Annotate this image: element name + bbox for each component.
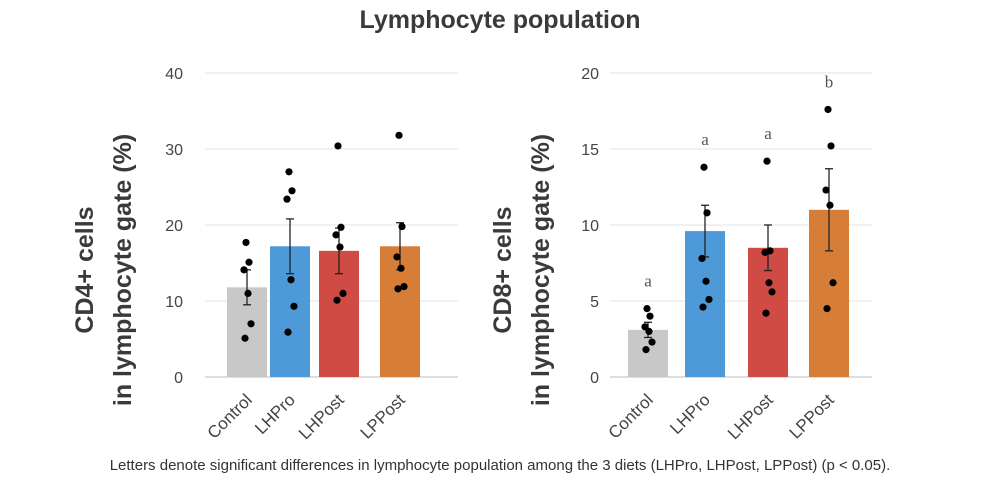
category-label: Control — [204, 390, 256, 442]
data-point — [762, 309, 770, 317]
category-label: LPPost — [357, 390, 409, 442]
y-axis-label: in lymphocyte gate (%) — [527, 134, 555, 406]
category-label: LHPost — [724, 390, 777, 443]
data-point — [339, 289, 347, 297]
significance-label: b — [825, 72, 834, 91]
data-point — [827, 142, 835, 150]
data-point — [284, 328, 292, 336]
data-point — [332, 231, 340, 239]
data-point — [288, 187, 296, 195]
y-tick-label: 40 — [165, 66, 183, 83]
category-label: LHPost — [295, 390, 348, 443]
significance-label: a — [764, 124, 772, 143]
data-point — [823, 305, 831, 313]
y-tick-label: 30 — [165, 142, 183, 159]
figure-title: Lymphocyte population — [359, 6, 641, 34]
y-tick-label: 10 — [581, 218, 599, 235]
category-label: LHPro — [251, 390, 299, 438]
data-point — [699, 303, 707, 311]
y-axis-label: CD4+ cells — [71, 206, 99, 333]
category-label: Control — [605, 390, 657, 442]
data-point — [826, 201, 834, 209]
category-label: LHPro — [666, 390, 714, 438]
y-tick-label: 0 — [590, 370, 599, 387]
data-point — [337, 223, 345, 231]
data-point — [765, 279, 773, 287]
figure-caption: Letters denote significant differences i… — [109, 457, 891, 474]
data-point — [400, 282, 408, 291]
data-point — [283, 195, 291, 203]
data-point — [245, 258, 253, 266]
significance-label: a — [644, 272, 652, 291]
data-point — [700, 163, 708, 171]
y-tick-label: 15 — [581, 142, 599, 159]
data-point — [829, 279, 837, 287]
significance-label: a — [701, 130, 709, 149]
y-tick-label: 5 — [590, 294, 599, 311]
data-point — [824, 105, 832, 114]
data-point — [393, 253, 401, 261]
data-point — [285, 168, 293, 176]
data-point — [705, 295, 713, 304]
data-point — [761, 248, 769, 256]
data-point — [398, 222, 406, 231]
data-point — [242, 238, 250, 247]
data-point — [290, 302, 298, 310]
data-point — [247, 320, 255, 328]
y-tick-label: 20 — [581, 66, 599, 83]
y-tick-label: 20 — [165, 218, 183, 235]
category-label: LPPost — [786, 390, 838, 442]
data-point — [395, 131, 403, 139]
data-point — [334, 142, 342, 150]
data-point — [698, 254, 706, 263]
data-point — [822, 186, 830, 194]
data-point — [244, 289, 252, 297]
y-axis-label: CD8+ cells — [489, 206, 517, 333]
data-point — [703, 209, 711, 217]
data-point — [763, 157, 771, 165]
data-point — [336, 243, 344, 251]
data-point — [333, 296, 341, 304]
data-point — [394, 285, 402, 293]
data-point — [648, 338, 656, 346]
data-point — [645, 327, 653, 335]
data-point — [287, 276, 295, 284]
y-tick-label: 10 — [165, 294, 183, 311]
data-point — [643, 305, 651, 313]
cd8-chart: 0 5 10 15 20 CD8+ cells in lymphocyte gate (%)… — [489, 66, 872, 443]
data-point — [702, 277, 710, 285]
data-point — [240, 266, 248, 274]
y-tick-label: 0 — [174, 370, 183, 387]
cd4-chart: 0 10 20 30 40 CD4+ cells in lymphocyte gate (%… — [71, 66, 458, 443]
y-axis-label: in lymphocyte gate (%) — [109, 134, 137, 406]
data-point — [642, 346, 650, 354]
data-point — [646, 312, 654, 320]
data-point — [768, 288, 776, 296]
data-point — [397, 264, 405, 272]
data-point — [241, 334, 249, 342]
